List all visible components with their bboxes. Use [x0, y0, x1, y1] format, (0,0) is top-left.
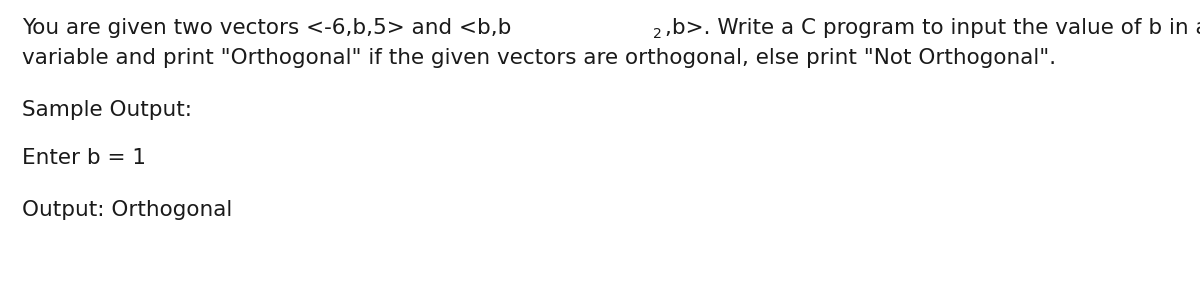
- Text: 2: 2: [654, 27, 662, 40]
- Text: You are given two vectors <-6,b,5> and <b,b: You are given two vectors <-6,b,5> and <…: [22, 18, 511, 38]
- Text: variable and print "Orthogonal" if the given vectors are orthogonal, else print : variable and print "Orthogonal" if the g…: [22, 48, 1056, 68]
- Text: ,b>. Write a C program to input the value of b in an integer: ,b>. Write a C program to input the valu…: [665, 18, 1200, 38]
- Text: Enter b = 1: Enter b = 1: [22, 148, 146, 168]
- Text: Sample Output:: Sample Output:: [22, 100, 192, 120]
- Text: Output: Orthogonal: Output: Orthogonal: [22, 200, 233, 220]
